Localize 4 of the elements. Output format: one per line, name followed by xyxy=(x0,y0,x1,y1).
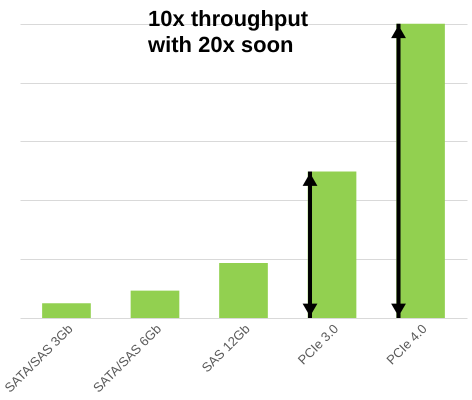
bar xyxy=(130,290,180,318)
bar xyxy=(42,303,91,318)
annotation: 10x throughput with 20x soon xyxy=(147,6,309,57)
bar xyxy=(219,262,268,318)
